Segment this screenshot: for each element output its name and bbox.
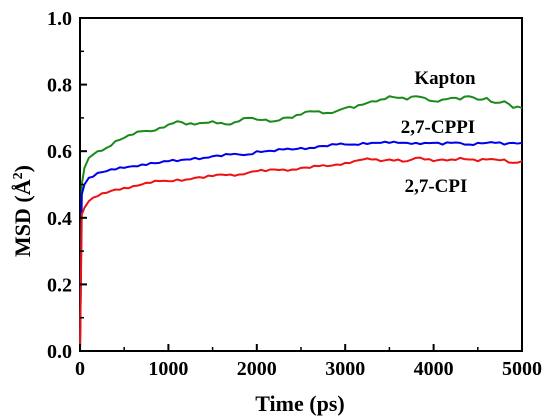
- y-axis-title-main: MSD (Å: [10, 179, 35, 257]
- y-tick-label: 0.8: [47, 75, 72, 97]
- series-layer: [79, 95, 523, 352]
- series-label-2-7-cppi: 2,7-CPPI: [401, 117, 475, 138]
- y-tick-label: 0.6: [47, 141, 72, 163]
- x-tick-label: 2000: [237, 358, 277, 380]
- x-axis-title: Time (ps): [255, 391, 344, 416]
- y-axis-title-sup: 2: [11, 172, 26, 179]
- y-tick-label: 0.4: [47, 208, 72, 230]
- series-label-2-7-cpi: 2,7-CPI: [405, 176, 468, 197]
- x-tick-label: 4000: [414, 358, 454, 380]
- y-tick-label: 1.0: [47, 8, 72, 30]
- y-tick-label: 0.0: [47, 341, 72, 363]
- x-tick-label: 5000: [502, 358, 542, 380]
- x-tick-label: 3000: [325, 358, 365, 380]
- ticks-layer: 0 1000 2000 3000 4000 5000 0.0 0.2 0.4 0.6 0.8 1.0: [47, 8, 542, 380]
- series-line-2-7-cpi: [79, 156, 523, 352]
- x-tick-label: 0: [75, 358, 85, 380]
- y-axis-title: MSD (Å2): [10, 165, 35, 257]
- series-line-kapton: [79, 95, 523, 352]
- y-axis-title-end: ): [10, 165, 35, 172]
- series-line-2-7-cppi: [79, 140, 523, 352]
- labels-layer: Kapton 2,7-CPPI 2,7-CPI: [401, 68, 476, 197]
- x-tick-label: 1000: [148, 358, 188, 380]
- series-label-kapton: Kapton: [414, 68, 476, 89]
- y-tick-label: 0.2: [47, 274, 72, 296]
